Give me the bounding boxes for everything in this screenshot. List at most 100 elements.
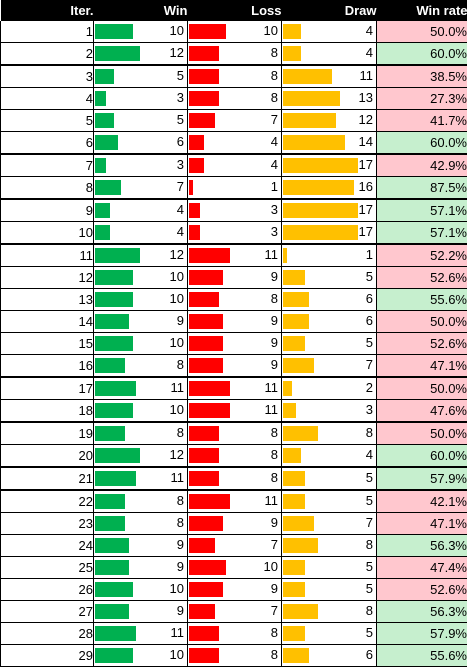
loss-cell[interactable]: 11 — [188, 490, 282, 513]
win-cell[interactable]: 12 — [94, 43, 188, 66]
loss-cell[interactable]: 8 — [188, 65, 282, 88]
win-cell[interactable]: 10 — [94, 579, 188, 601]
win-rate-cell[interactable]: 47.1% — [377, 513, 467, 535]
win-rate-cell[interactable]: 57.9% — [377, 623, 467, 645]
iter-cell[interactable]: 22 — [1, 490, 94, 513]
win-rate-cell[interactable]: 57.9% — [377, 467, 467, 490]
loss-cell[interactable]: 8 — [188, 43, 282, 66]
win-rate-cell[interactable]: 47.6% — [377, 400, 467, 423]
win-rate-cell[interactable]: 47.4% — [377, 557, 467, 579]
win-cell[interactable]: 9 — [94, 311, 188, 333]
win-cell[interactable]: 8 — [94, 490, 188, 513]
header-loss[interactable]: Loss — [188, 0, 282, 21]
iter-cell[interactable]: 18 — [1, 400, 94, 423]
draw-cell[interactable]: 2 — [282, 377, 377, 400]
draw-cell[interactable]: 6 — [282, 645, 377, 667]
header-win-rate[interactable]: Win rate — [377, 0, 467, 21]
win-rate-cell[interactable]: 47.1% — [377, 355, 467, 378]
draw-cell[interactable]: 6 — [282, 289, 377, 311]
draw-cell[interactable]: 7 — [282, 513, 377, 535]
win-rate-cell[interactable]: 57.1% — [377, 222, 467, 245]
iter-cell[interactable]: 28 — [1, 623, 94, 645]
iter-cell[interactable]: 9 — [1, 199, 94, 222]
iter-cell[interactable]: 11 — [1, 244, 94, 267]
loss-cell[interactable]: 8 — [188, 289, 282, 311]
win-rate-cell[interactable]: 55.6% — [377, 289, 467, 311]
loss-cell[interactable]: 9 — [188, 267, 282, 289]
win-rate-cell[interactable]: 38.5% — [377, 65, 467, 88]
loss-cell[interactable]: 8 — [188, 422, 282, 445]
iter-cell[interactable]: 4 — [1, 88, 94, 110]
draw-cell[interactable]: 17 — [282, 222, 377, 245]
loss-cell[interactable]: 9 — [188, 333, 282, 355]
win-cell[interactable]: 3 — [94, 154, 188, 177]
win-rate-cell[interactable]: 55.6% — [377, 645, 467, 667]
win-rate-cell[interactable]: 50.0% — [377, 422, 467, 445]
iter-cell[interactable]: 27 — [1, 601, 94, 623]
win-cell[interactable]: 10 — [94, 400, 188, 423]
win-cell[interactable]: 9 — [94, 557, 188, 579]
win-rate-cell[interactable]: 41.7% — [377, 110, 467, 132]
win-cell[interactable]: 9 — [94, 601, 188, 623]
draw-cell[interactable]: 3 — [282, 400, 377, 423]
win-rate-cell[interactable]: 56.3% — [377, 535, 467, 557]
loss-cell[interactable]: 10 — [188, 21, 282, 43]
iter-cell[interactable]: 16 — [1, 355, 94, 378]
iter-cell[interactable]: 10 — [1, 222, 94, 245]
iter-cell[interactable]: 6 — [1, 132, 94, 155]
draw-cell[interactable]: 5 — [282, 557, 377, 579]
win-cell[interactable]: 4 — [94, 222, 188, 245]
win-rate-cell[interactable]: 60.0% — [377, 43, 467, 66]
loss-cell[interactable]: 11 — [188, 244, 282, 267]
iter-cell[interactable]: 3 — [1, 65, 94, 88]
loss-cell[interactable]: 4 — [188, 154, 282, 177]
header-win[interactable]: Win — [94, 0, 188, 21]
win-rate-cell[interactable]: 50.0% — [377, 21, 467, 43]
win-rate-cell[interactable]: 60.0% — [377, 132, 467, 155]
draw-cell[interactable]: 16 — [282, 177, 377, 200]
win-cell[interactable]: 12 — [94, 445, 188, 468]
win-rate-cell[interactable]: 50.0% — [377, 377, 467, 400]
win-cell[interactable]: 3 — [94, 88, 188, 110]
loss-cell[interactable]: 11 — [188, 400, 282, 423]
loss-cell[interactable]: 8 — [188, 88, 282, 110]
draw-cell[interactable]: 1 — [282, 244, 377, 267]
win-rate-cell[interactable]: 52.6% — [377, 579, 467, 601]
win-rate-cell[interactable]: 56.3% — [377, 601, 467, 623]
iter-cell[interactable]: 12 — [1, 267, 94, 289]
iter-cell[interactable]: 15 — [1, 333, 94, 355]
win-cell[interactable]: 5 — [94, 110, 188, 132]
win-cell[interactable]: 12 — [94, 244, 188, 267]
win-cell[interactable]: 7 — [94, 177, 188, 200]
draw-cell[interactable]: 8 — [282, 601, 377, 623]
loss-cell[interactable]: 7 — [188, 601, 282, 623]
draw-cell[interactable]: 11 — [282, 65, 377, 88]
loss-cell[interactable]: 9 — [188, 355, 282, 378]
win-rate-cell[interactable]: 52.6% — [377, 267, 467, 289]
win-cell[interactable]: 10 — [94, 645, 188, 667]
win-rate-cell[interactable]: 42.9% — [377, 154, 467, 177]
win-cell[interactable]: 8 — [94, 513, 188, 535]
iter-cell[interactable]: 23 — [1, 513, 94, 535]
win-cell[interactable]: 10 — [94, 267, 188, 289]
win-rate-cell[interactable]: 87.5% — [377, 177, 467, 200]
win-cell[interactable]: 11 — [94, 467, 188, 490]
draw-cell[interactable]: 4 — [282, 21, 377, 43]
loss-cell[interactable]: 3 — [188, 222, 282, 245]
iter-cell[interactable]: 8 — [1, 177, 94, 200]
draw-cell[interactable]: 13 — [282, 88, 377, 110]
iter-cell[interactable]: 7 — [1, 154, 94, 177]
iter-cell[interactable]: 13 — [1, 289, 94, 311]
iter-cell[interactable]: 5 — [1, 110, 94, 132]
draw-cell[interactable]: 5 — [282, 333, 377, 355]
draw-cell[interactable]: 5 — [282, 623, 377, 645]
win-rate-cell[interactable]: 52.2% — [377, 244, 467, 267]
loss-cell[interactable]: 8 — [188, 623, 282, 645]
draw-cell[interactable]: 4 — [282, 445, 377, 468]
iter-cell[interactable]: 21 — [1, 467, 94, 490]
win-cell[interactable]: 11 — [94, 623, 188, 645]
iter-cell[interactable]: 29 — [1, 645, 94, 667]
draw-cell[interactable]: 8 — [282, 422, 377, 445]
win-cell[interactable]: 4 — [94, 199, 188, 222]
loss-cell[interactable]: 11 — [188, 377, 282, 400]
